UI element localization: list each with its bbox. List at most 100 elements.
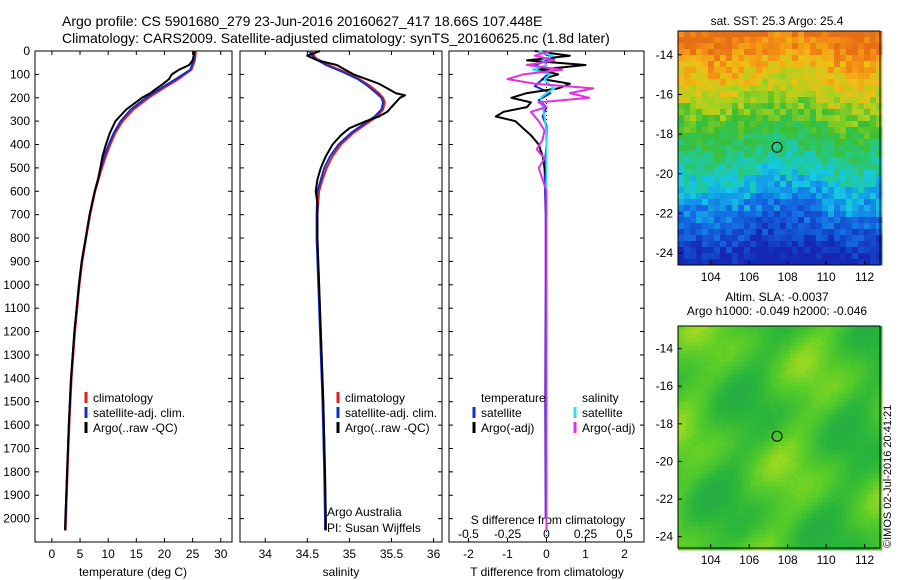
heatmap-cell bbox=[864, 91, 871, 98]
heatmap-cell bbox=[858, 211, 865, 218]
heatmap-cell bbox=[866, 342, 871, 347]
heatmap-cell bbox=[774, 510, 779, 515]
heatmap-cell bbox=[768, 235, 775, 242]
heatmap-cell bbox=[786, 370, 791, 375]
heatmap-cell bbox=[774, 205, 781, 212]
heatmap-cell bbox=[864, 37, 871, 44]
heatmap-cell bbox=[846, 163, 853, 170]
heatmap-cell bbox=[706, 454, 711, 459]
heatmap-cell bbox=[822, 414, 827, 419]
heatmap-cell bbox=[814, 486, 819, 491]
heatmap-cell bbox=[782, 474, 787, 479]
heatmap-cell bbox=[782, 466, 787, 471]
heatmap-cell bbox=[684, 181, 691, 188]
heatmap-cell bbox=[774, 151, 781, 158]
heatmap-cell bbox=[876, 115, 883, 122]
heatmap-cell bbox=[770, 538, 775, 543]
heatmap-cell bbox=[798, 474, 803, 479]
heatmap-cell bbox=[794, 466, 799, 471]
heatmap-cell bbox=[744, 253, 751, 260]
heatmap-cell bbox=[726, 187, 733, 194]
heatmap-cell bbox=[846, 410, 851, 415]
heatmap-cell bbox=[730, 362, 735, 367]
heatmap-cell bbox=[786, 37, 793, 44]
heatmap-cell bbox=[840, 229, 847, 236]
heatmap-cell bbox=[750, 181, 757, 188]
heatmap-cell bbox=[744, 55, 751, 62]
heatmap-cell bbox=[866, 490, 871, 495]
heatmap-cell bbox=[690, 163, 697, 170]
heatmap-cell bbox=[702, 418, 707, 423]
heatmap-cell bbox=[678, 205, 685, 212]
heatmap-cell bbox=[754, 394, 759, 399]
heatmap-cell bbox=[790, 366, 795, 371]
heatmap-cell bbox=[842, 426, 847, 431]
heatmap-cell bbox=[744, 205, 751, 212]
heatmap-cell bbox=[818, 394, 823, 399]
legend-group-title: temperature bbox=[481, 391, 546, 405]
heatmap-cell bbox=[706, 474, 711, 479]
heatmap-cell bbox=[806, 370, 811, 375]
heatmap-cell bbox=[850, 462, 855, 467]
heatmap-cell bbox=[734, 334, 739, 339]
heatmap-cell bbox=[746, 522, 751, 527]
heatmap-cell bbox=[770, 370, 775, 375]
heatmap-cell bbox=[738, 398, 743, 403]
heatmap-cell bbox=[838, 418, 843, 423]
heatmap-cell bbox=[694, 470, 699, 475]
heatmap-cell bbox=[810, 454, 815, 459]
heatmap-cell bbox=[816, 55, 823, 62]
heatmap-cell bbox=[818, 522, 823, 527]
heatmap-cell bbox=[846, 506, 851, 511]
heatmap-cell bbox=[816, 151, 823, 158]
heatmap-cell bbox=[732, 91, 739, 98]
heatmap-cell bbox=[762, 474, 767, 479]
heatmap-cell bbox=[866, 526, 871, 531]
heatmap-cell bbox=[876, 85, 883, 92]
heatmap-cell bbox=[830, 358, 835, 363]
heatmap-cell bbox=[846, 438, 851, 443]
heatmap-cell bbox=[858, 510, 863, 515]
heatmap-cell bbox=[686, 358, 691, 363]
heatmap-cell bbox=[690, 187, 697, 194]
heatmap-cell bbox=[702, 97, 709, 104]
heatmap-cell bbox=[694, 334, 699, 339]
salinity-xtick-label: 35.5 bbox=[380, 547, 404, 561]
heatmap-cell bbox=[876, 151, 883, 158]
heatmap-cell bbox=[858, 157, 865, 164]
heatmap-cell bbox=[696, 121, 703, 128]
heatmap-cell bbox=[720, 115, 727, 122]
heatmap-cell bbox=[686, 370, 691, 375]
heatmap-cell bbox=[846, 362, 851, 367]
heatmap-cell bbox=[750, 458, 755, 463]
heatmap-cell bbox=[698, 350, 703, 355]
heatmap-cell bbox=[852, 115, 859, 122]
heatmap-cell bbox=[810, 402, 815, 407]
heatmap-cell bbox=[786, 482, 791, 487]
heatmap-cell bbox=[690, 151, 697, 158]
heatmap-cell bbox=[794, 334, 799, 339]
heatmap-cell bbox=[738, 346, 743, 351]
heatmap-cell bbox=[742, 378, 747, 383]
heatmap-cell bbox=[714, 354, 719, 359]
heatmap-cell bbox=[778, 326, 783, 331]
heatmap-cell bbox=[698, 430, 703, 435]
heatmap-cell bbox=[794, 342, 799, 347]
heatmap-cell bbox=[762, 121, 769, 128]
heatmap-cell bbox=[762, 366, 767, 371]
heatmap-cell bbox=[792, 259, 799, 266]
heatmap-cell bbox=[732, 145, 739, 152]
heatmap-cell bbox=[838, 430, 843, 435]
heatmap-cell bbox=[870, 223, 877, 230]
heatmap-cell bbox=[746, 394, 751, 399]
heatmap-cell bbox=[876, 193, 883, 200]
heatmap-cell bbox=[746, 438, 751, 443]
heatmap-cell bbox=[714, 510, 719, 515]
heatmap-cell bbox=[726, 502, 731, 507]
heatmap-cell bbox=[814, 350, 819, 355]
heatmap-cell bbox=[738, 454, 743, 459]
heatmap-cell bbox=[722, 482, 727, 487]
heatmap-cell bbox=[766, 482, 771, 487]
heatmap-cell bbox=[874, 466, 879, 471]
heatmap-cell bbox=[826, 386, 831, 391]
